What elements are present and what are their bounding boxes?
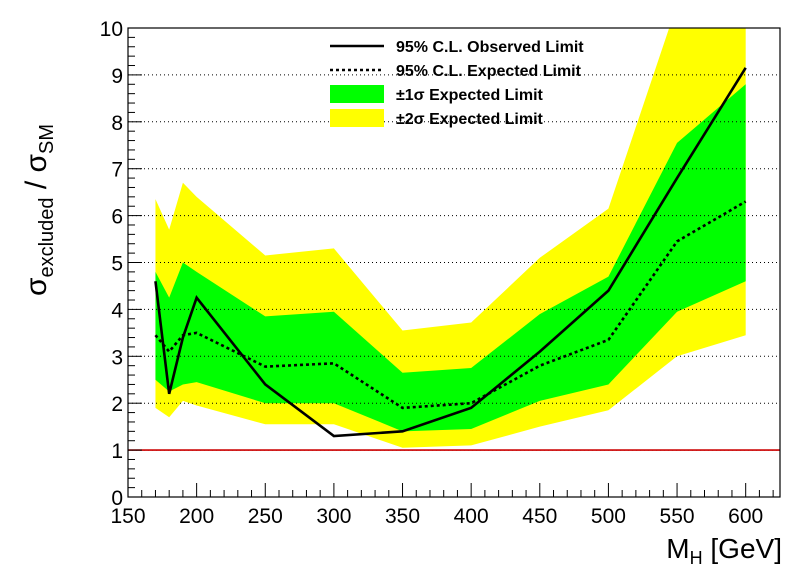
y-tick-label-8: 8 [111,112,123,135]
x-tick-label-500: 500 [591,505,626,528]
legend-label-1: 95% C.L. Observed Limit [396,39,584,56]
y-axis-title: σexcluded / σSM [20,124,58,296]
legend-swatch-2sigma [330,109,384,127]
x-tick-label-300: 300 [316,505,351,528]
x-tick-label-250: 250 [248,505,283,528]
x-tick-label-400: 400 [454,505,489,528]
observed-limit-line [154,67,747,438]
y-tick-label-6: 6 [111,206,123,229]
legend-entry-4: ±2σ Expected Limit [330,109,544,128]
legend-label-2: 95% C.L. Expected Limit [396,63,582,80]
y-tick-label-4: 4 [111,299,123,322]
legend-entry-3: ±1σ Expected Limit [330,85,544,104]
legend: 95% C.L. Observed Limit 95% C.L. Expected… [330,39,584,128]
x-tick-label-350: 350 [385,505,420,528]
legend-entry-2: 95% C.L. Expected Limit [330,63,582,80]
x-tick-label-200: 200 [179,505,214,528]
x-tick-label-600: 600 [728,505,763,528]
y-tick-label-1: 1 [111,440,123,463]
legend-label-4: ±2σ Expected Limit [396,111,544,128]
x-tick-label-450: 450 [522,505,557,528]
y-tick-label-5: 5 [111,253,123,276]
y-tick-label-3: 3 [111,346,123,369]
x-axis-title: MH [GeV] [666,533,782,568]
expected-limit-line [154,200,747,410]
legend-swatch-1sigma [330,85,384,103]
legend-label-3: ±1σ Expected Limit [396,87,544,104]
x-tick-label-150: 150 [110,505,145,528]
legend-entry-1: 95% C.L. Observed Limit [330,39,584,56]
x-tick-label-550: 550 [660,505,695,528]
y-tick-label-0: 0 [111,487,123,510]
y-tick-label-2: 2 [111,393,123,416]
y-tick-label-7: 7 [111,159,123,182]
y-tick-label-9: 9 [111,65,123,88]
y-tick-label-10: 10 [100,18,123,41]
